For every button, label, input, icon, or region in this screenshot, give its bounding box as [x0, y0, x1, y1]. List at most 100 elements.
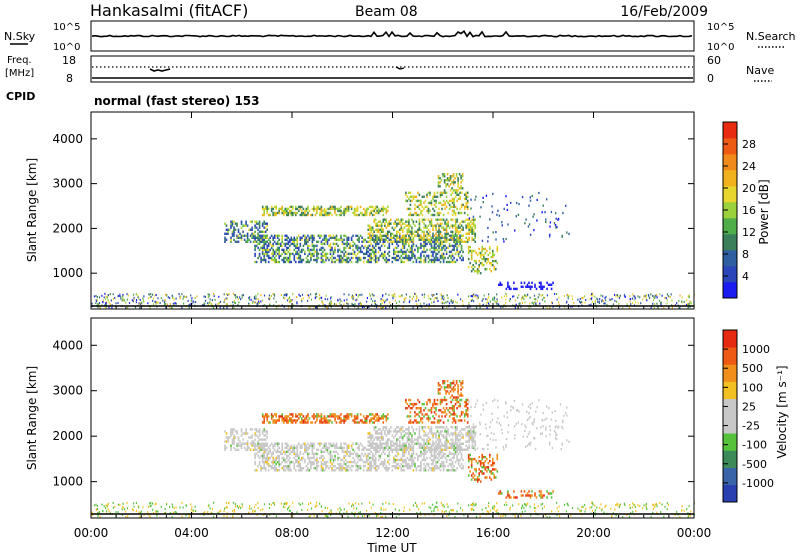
echo-cell: [454, 242, 457, 246]
echo-cell: [379, 432, 381, 435]
echo-cell: [368, 413, 371, 416]
echo-cell: [149, 296, 151, 299]
echo-cell: [335, 421, 338, 424]
echo-cell: [388, 238, 391, 241]
echo-cell: [418, 213, 421, 217]
echo-cell: [503, 295, 506, 298]
echo-cell: [267, 244, 270, 248]
echo-cell: [374, 222, 377, 225]
echo-cell: [358, 294, 360, 297]
echo-cell: [287, 419, 290, 422]
echo-cell: [460, 181, 462, 184]
echo-cell: [396, 446, 398, 449]
echo-cell: [328, 421, 330, 424]
echo-cell: [371, 442, 374, 445]
echo-cell: [266, 462, 268, 466]
echo-cell: [384, 460, 386, 464]
echo-cell: [418, 430, 421, 433]
echo-cell: [406, 248, 409, 252]
echo-cell: [314, 293, 317, 296]
echo-cell: [450, 254, 452, 258]
echo-cell: [304, 460, 306, 464]
echo-cell: [329, 454, 332, 458]
echo-cell: [254, 244, 256, 248]
echo-cell: [423, 234, 425, 237]
echo-cell: [296, 250, 299, 254]
echo-cell: [650, 306, 652, 309]
echo-cell: [286, 417, 288, 420]
echo-cell: [232, 301, 234, 304]
echo-cell: [349, 467, 351, 470]
echo-cell: [321, 300, 323, 303]
echo-cell: [225, 446, 228, 449]
echo-cell: [143, 295, 145, 298]
echo-cell: [601, 300, 603, 303]
echo-cell: [263, 417, 265, 420]
echo-cell: [254, 460, 256, 464]
echo-cell: [451, 205, 454, 209]
echo-cell: [388, 220, 391, 223]
echo-cell: [230, 432, 232, 435]
echo-cell: [356, 442, 359, 445]
echo-cell: [350, 469, 353, 472]
echo-cell: [230, 240, 232, 243]
echo-cell: [301, 421, 303, 424]
colorbar-tick-label: 24: [742, 160, 756, 173]
echo-cell: [451, 234, 454, 237]
echo-cell: [421, 220, 424, 223]
echo-cell: [468, 434, 470, 437]
echo-cell: [96, 296, 98, 299]
echo-cell: [241, 294, 243, 297]
echo-cell: [462, 220, 464, 223]
echo-cell: [377, 258, 380, 262]
echo-cell: [278, 246, 280, 250]
echo-cell: [469, 438, 472, 441]
echo-cell: [308, 444, 311, 447]
echo-cell: [123, 299, 125, 302]
echo-cell: [284, 252, 287, 256]
echo-cell: [284, 446, 287, 449]
echo-cell: [488, 302, 490, 305]
echo-cell: [465, 426, 467, 429]
echo-cell: [411, 426, 413, 429]
echo-cell: [400, 226, 403, 229]
echo-cell: [264, 258, 267, 262]
echo-cell: [411, 248, 413, 252]
echo-cell: [261, 452, 264, 456]
echo-cell: [472, 232, 475, 235]
echo-cell: [400, 254, 403, 258]
echo-cell: [388, 258, 391, 262]
echo-cell: [108, 306, 110, 309]
echo-cell: [311, 448, 314, 451]
echo-cell: [260, 234, 262, 237]
echo-cell: [371, 293, 373, 296]
echo-cell: [535, 302, 537, 305]
echo-cell: [376, 228, 378, 231]
echo-cell: [432, 415, 434, 418]
echo-cell: [251, 220, 253, 223]
echo-cell: [388, 462, 391, 466]
echo-cell: [420, 242, 422, 246]
echo-cell: [462, 303, 464, 306]
echo-cell: [456, 242, 458, 246]
echo-cell: [279, 450, 282, 454]
echo-cell: [551, 301, 553, 304]
echo-cell: [523, 281, 526, 284]
echo-cell: [261, 448, 264, 451]
echo-cell: [473, 265, 476, 269]
echo-cell: [387, 240, 389, 243]
echo-cell: [295, 238, 297, 241]
echo-cell: [433, 191, 436, 194]
echo-cell: [454, 191, 457, 194]
echo-cell: [399, 430, 401, 433]
echo-cell: [340, 211, 342, 215]
echo-cell: [380, 462, 383, 466]
echo-cell: [289, 240, 291, 243]
echo-cell: [289, 469, 291, 472]
echo-cell: [93, 295, 96, 298]
echo-cell: [295, 205, 297, 209]
echo-cell: [370, 230, 372, 233]
echo-cell: [326, 213, 329, 217]
echo-cell: [460, 220, 463, 223]
echo-cell: [276, 442, 279, 445]
